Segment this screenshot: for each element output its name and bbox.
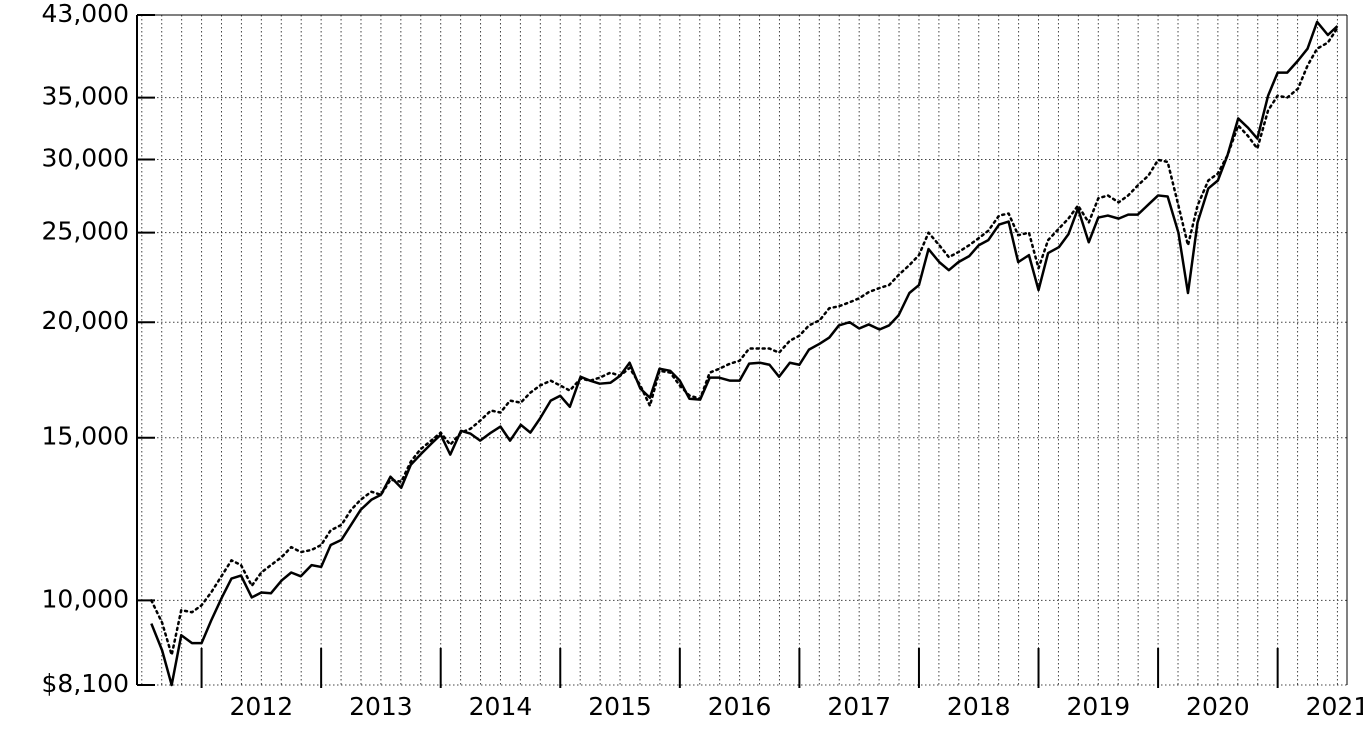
y-tick-label: 20,000: [42, 306, 129, 335]
x-tick-label: 2017: [827, 692, 891, 721]
y-tick-label: 30,000: [42, 143, 129, 172]
y-tick-label: 35,000: [42, 82, 129, 111]
x-tick-label: 2016: [708, 692, 772, 721]
x-tick-label: 2021: [1306, 692, 1363, 721]
y-tick-label: 15,000: [42, 422, 129, 451]
y-tick-label: 25,000: [42, 217, 129, 246]
series-line: [150, 20, 1339, 687]
x-tick-label: 2015: [588, 692, 652, 721]
x-tick-label: 2018: [947, 692, 1011, 721]
y-tick-label: 10,000: [42, 584, 129, 613]
y-tick-label: 43,000: [42, 0, 129, 28]
x-tick-label: 2020: [1186, 692, 1250, 721]
y-tick-label: $8,100: [42, 669, 129, 698]
x-tick-label: 2014: [469, 692, 533, 721]
x-tick-label: 2019: [1066, 692, 1130, 721]
x-tick-label: 2012: [230, 692, 294, 721]
x-tick-label: 2013: [349, 692, 413, 721]
series-line: [150, 26, 1339, 657]
